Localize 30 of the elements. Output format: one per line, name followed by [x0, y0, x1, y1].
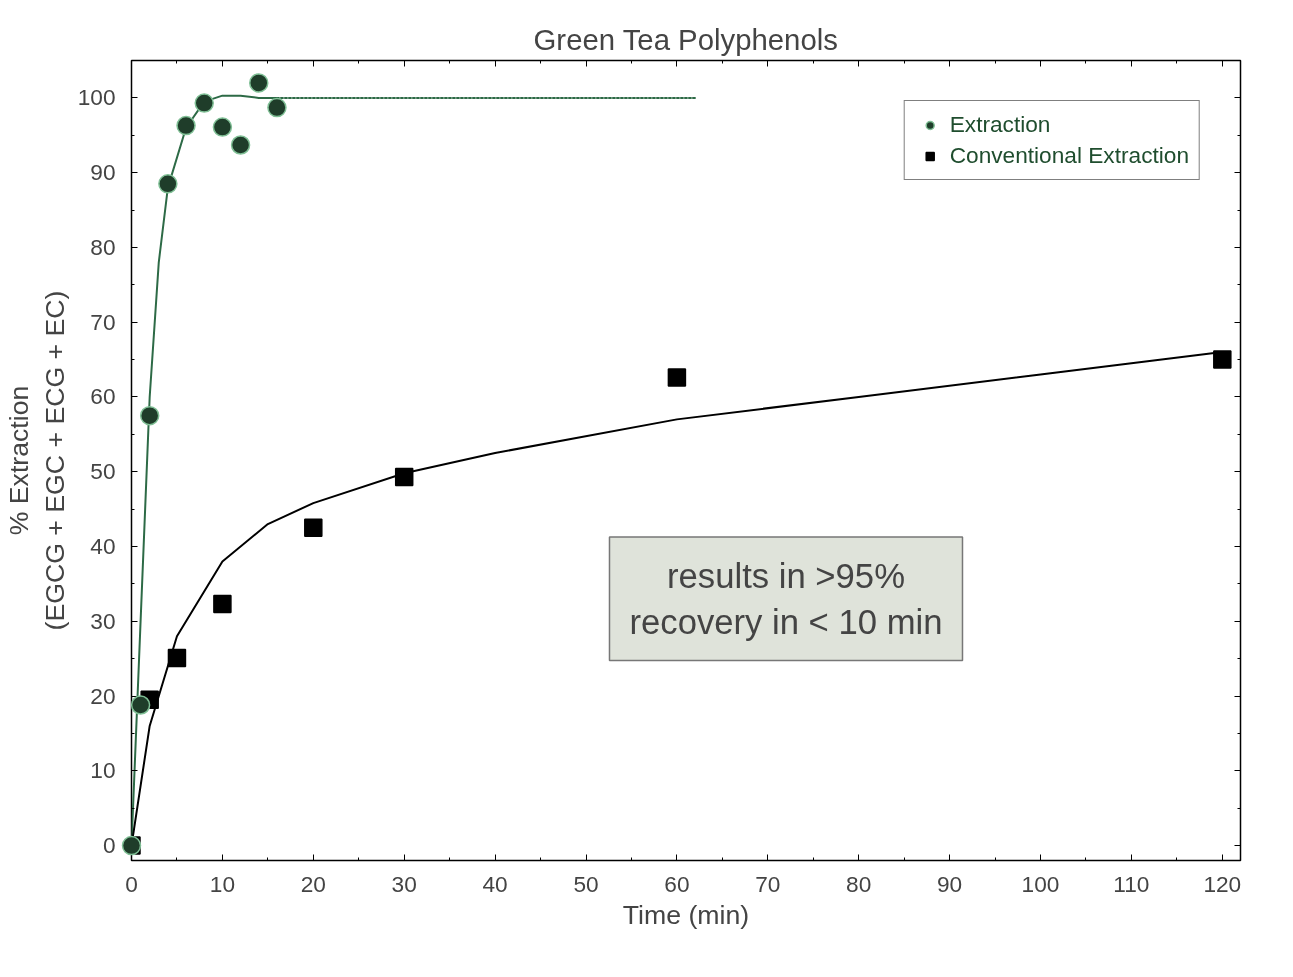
y-tick-label: 70: [90, 308, 116, 335]
x-tick-label: 120: [1203, 870, 1242, 897]
x-tick-label: 20: [300, 870, 326, 897]
legend-label: Conventional Extraction: [949, 142, 1189, 169]
x-tick-label: 60: [664, 870, 690, 897]
x-tick-label: 80: [846, 870, 872, 897]
x-tick-label: 90: [937, 870, 963, 897]
x-tick-label: 0: [125, 870, 138, 897]
y-tick-label: 80: [90, 233, 116, 260]
x-tick-label: 110: [1113, 870, 1150, 897]
x-tick-label: 100: [1021, 870, 1060, 897]
x-tick-label: 10: [209, 870, 235, 897]
x-axis-title: Time (min): [622, 899, 750, 930]
chart-title: Green Tea Polyphenols: [533, 22, 838, 56]
y-tick-label: 60: [90, 383, 116, 410]
y-axis-title: % Extraction (EGCG + EGC + ECG + EC): [3, 290, 70, 631]
y-tick-label: 90: [90, 159, 116, 186]
x-tick-label: 70: [755, 870, 781, 897]
legend-label: Extraction: [949, 111, 1051, 138]
x-tick-label: 50: [573, 870, 599, 897]
y-tick-label: 20: [90, 682, 116, 709]
x-tick-label: 40: [482, 870, 508, 897]
x-tick-label: 30: [391, 870, 417, 897]
y-tick-label: 0: [102, 832, 116, 859]
y-tick-label: 30: [90, 607, 116, 634]
y-tick-label: 100: [77, 84, 116, 111]
y-tick-label: 50: [90, 458, 116, 485]
y-tick-label: 40: [90, 532, 116, 559]
annotation: results in >95% recovery in < 10 min: [629, 557, 943, 641]
y-tick-label: 10: [90, 757, 116, 784]
